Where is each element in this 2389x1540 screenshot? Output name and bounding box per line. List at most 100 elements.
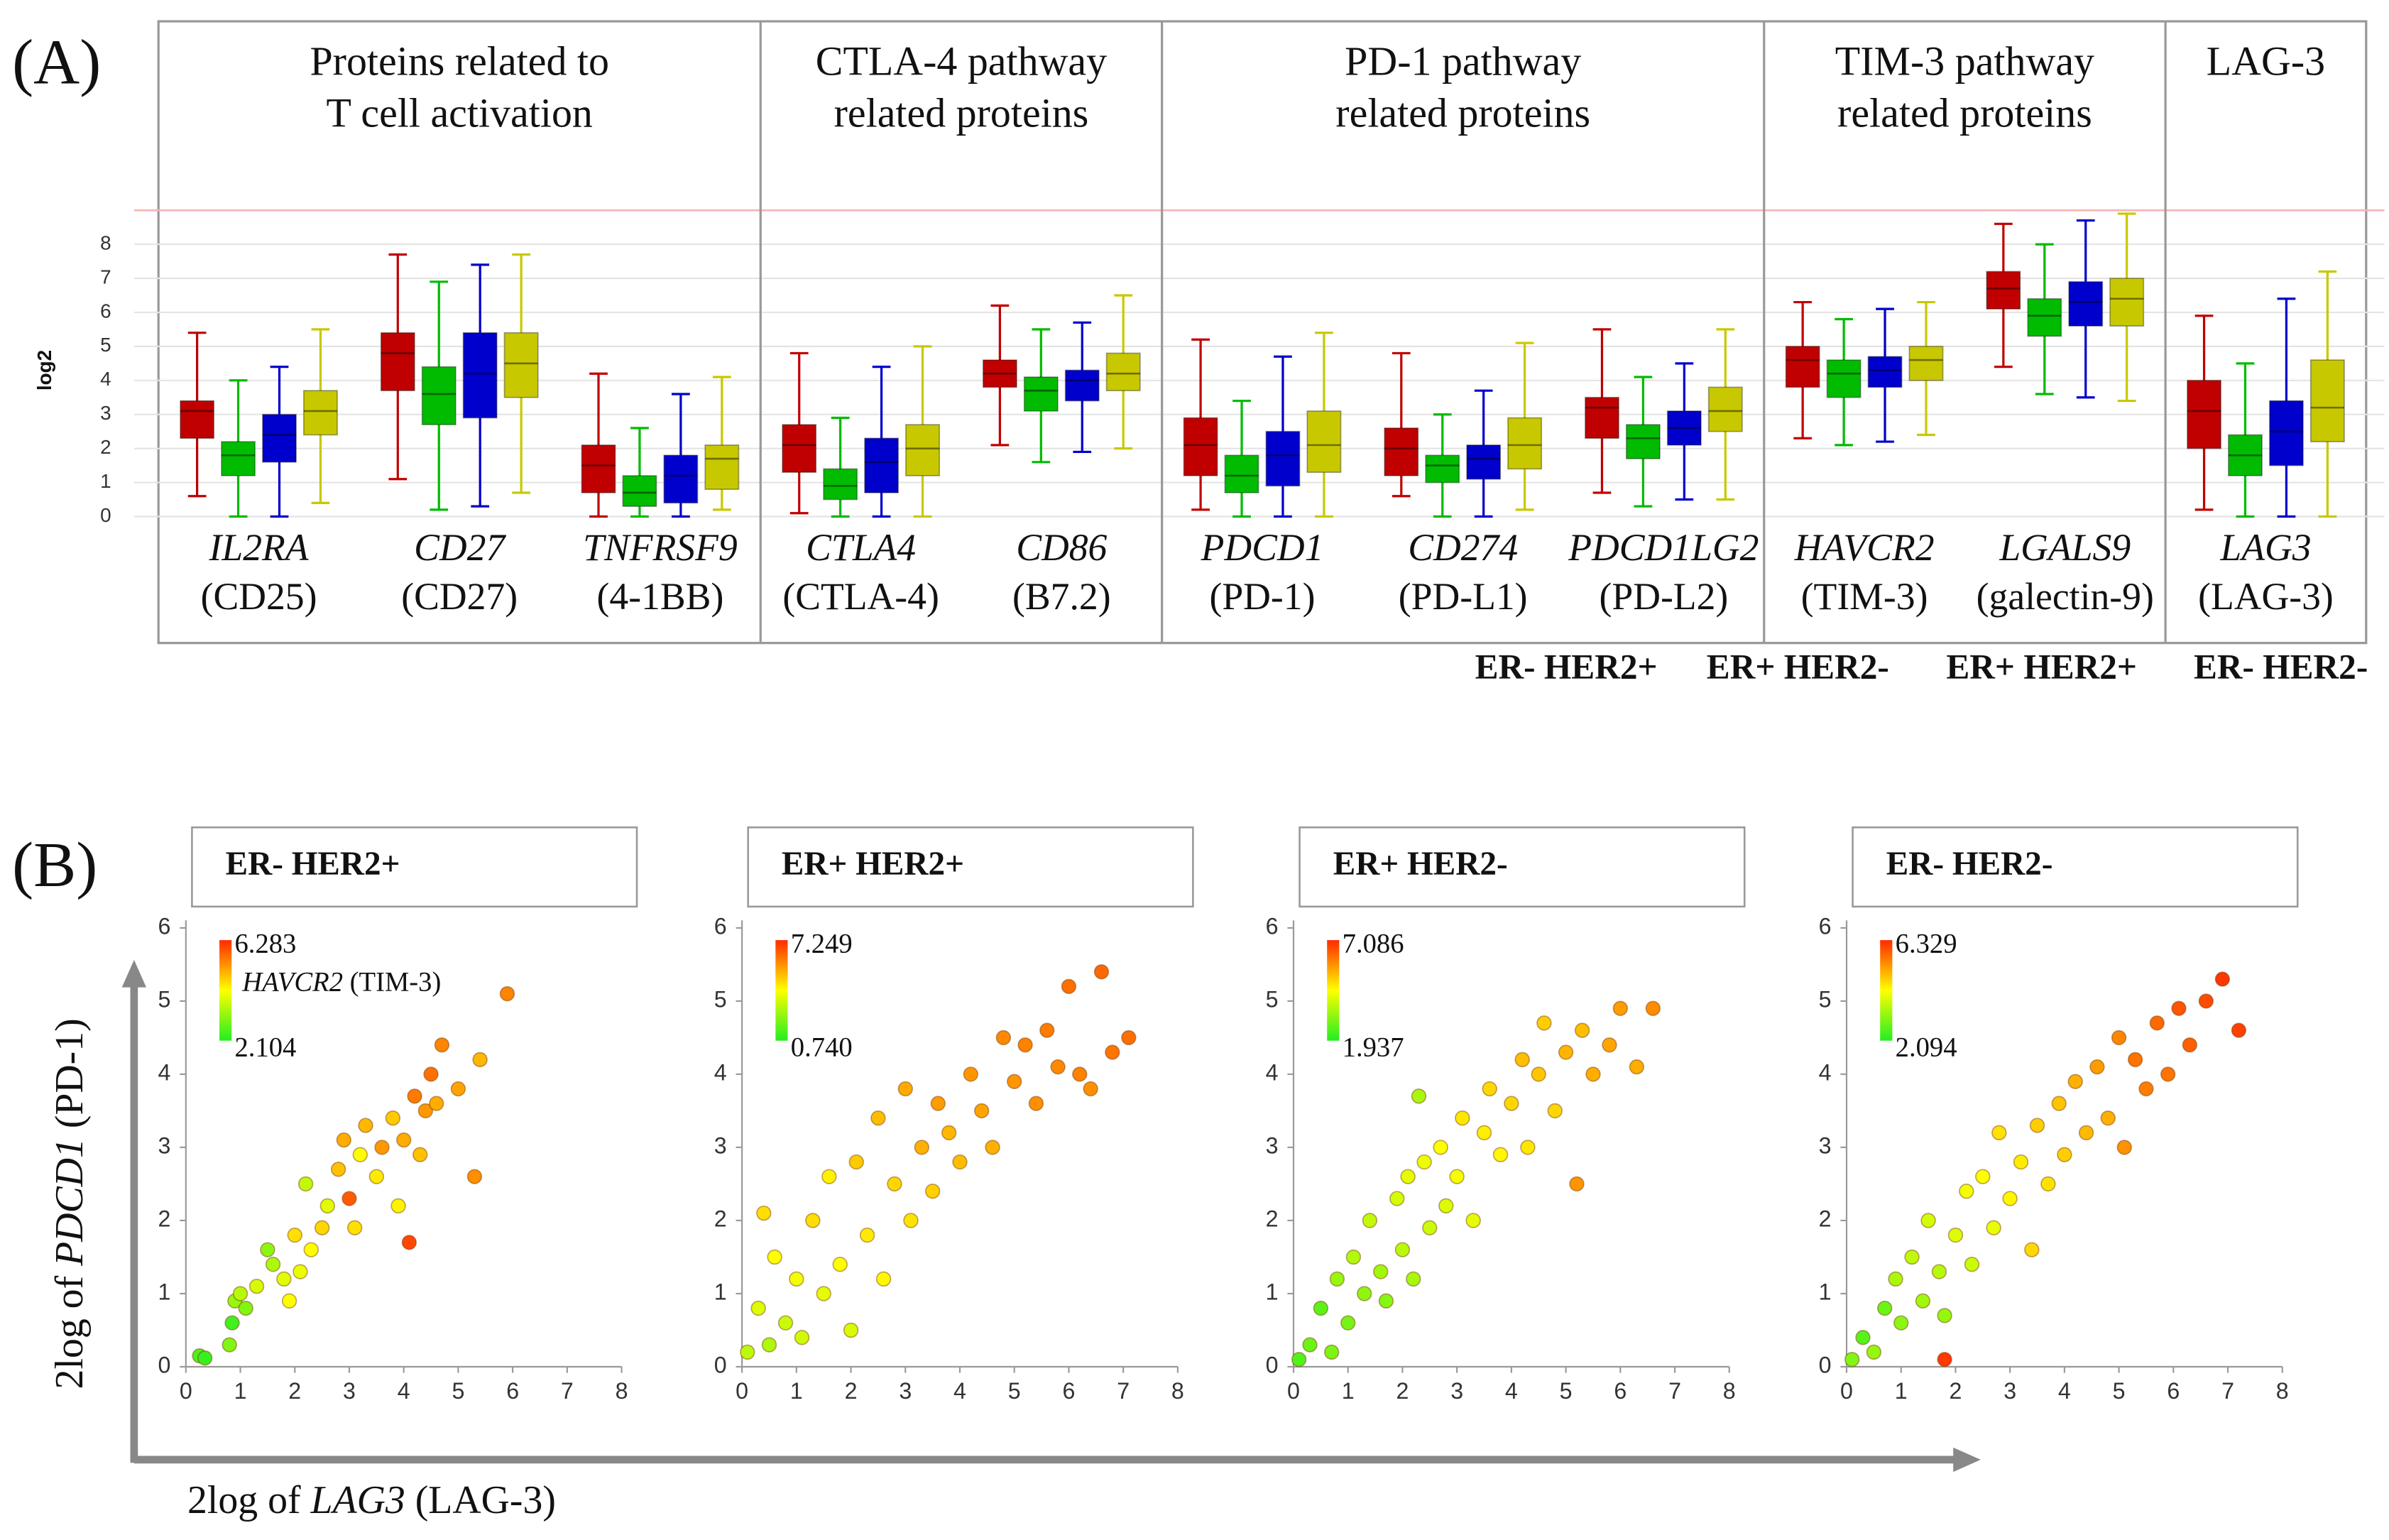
point (1947, 1227, 1964, 1243)
colorbar-max: 7.086 (1343, 929, 1404, 959)
legend-entry: ER+ HER2- (1707, 648, 1889, 687)
point (1504, 1096, 1519, 1111)
point (1937, 1308, 1952, 1323)
x-tick-label: 4 (1505, 1378, 1518, 1404)
gene-label: LGALS9 (1999, 526, 2131, 569)
x-axis-label: 2log of LAG3 (LAG-3) (187, 1478, 556, 1522)
point (952, 1154, 968, 1170)
point (1991, 1125, 2007, 1141)
point (859, 1227, 875, 1243)
point (395, 1132, 412, 1148)
x-tick-label: 6 (2167, 1378, 2180, 1404)
x-tick-label: 2 (1396, 1378, 1409, 1404)
y-tick-label: 2 (158, 1206, 170, 1231)
protein-label: (B7.2) (1012, 575, 1111, 618)
protein-label: (galectin-9) (1977, 575, 2154, 618)
point (767, 1249, 782, 1265)
y-tick-label: 8 (100, 231, 111, 253)
x-tick-label: 1 (234, 1378, 247, 1404)
y-axis-label: log2 (33, 350, 55, 391)
x-tick-label: 4 (2058, 1378, 2071, 1404)
point (2100, 1110, 2116, 1126)
point (1449, 1169, 1465, 1184)
point (1482, 1081, 1497, 1097)
point (1329, 1271, 1345, 1287)
point (2067, 1074, 2083, 1089)
point (756, 1205, 772, 1221)
point (1602, 1037, 1617, 1053)
point (1291, 1351, 1307, 1367)
point (276, 1271, 292, 1287)
point (2116, 1140, 2133, 1155)
box (905, 424, 940, 476)
arrow-head (121, 960, 147, 988)
point (750, 1300, 766, 1316)
y-tick-label: 3 (1819, 1132, 1832, 1158)
point (1558, 1044, 1574, 1060)
group-title: T cell activation (327, 90, 593, 136)
colorbar-min: 0.740 (791, 1032, 853, 1062)
point (1569, 1176, 1585, 1192)
y-tick-label: 6 (158, 913, 170, 939)
box (1023, 376, 1059, 412)
y-axis-label: 2log of PDCD1 (PD-1) (48, 1018, 92, 1389)
point (434, 1037, 450, 1053)
y-tick-label: 5 (158, 986, 170, 1012)
point (941, 1125, 957, 1141)
box (1707, 386, 1743, 432)
box (1785, 346, 1820, 388)
point (260, 1242, 275, 1257)
point (1356, 1286, 1372, 1301)
gene-label: CD274 (1408, 526, 1518, 569)
point (401, 1235, 417, 1250)
box (2068, 280, 2104, 327)
point (2013, 1154, 2029, 1170)
point (303, 1242, 319, 1257)
box (864, 437, 900, 493)
point (341, 1191, 357, 1206)
gene-label: TNFRSF9 (583, 526, 738, 569)
x-tick-label: 4 (398, 1378, 410, 1404)
protein-label: (CTLA-4) (782, 575, 939, 618)
point (1028, 1096, 1044, 1111)
point (1050, 1059, 1066, 1075)
point (963, 1066, 979, 1082)
y-tick-label: 4 (1819, 1059, 1832, 1085)
point (1531, 1066, 1546, 1082)
point (224, 1315, 240, 1331)
box (1585, 396, 1619, 439)
x-tick-label: 7 (2221, 1378, 2234, 1404)
gene-label: CD86 (1016, 526, 1107, 569)
point (985, 1140, 1000, 1155)
box (1867, 356, 1903, 388)
x-tick-label: 4 (953, 1378, 966, 1404)
panel-title: ER+ HER2+ (782, 846, 964, 883)
point (281, 1293, 297, 1309)
y-tick-label: 7 (100, 266, 111, 288)
point (973, 1103, 990, 1119)
point (1007, 1074, 1022, 1089)
box (1183, 417, 1218, 476)
point (1039, 1022, 1055, 1038)
y-tick-label: 5 (1819, 986, 1832, 1012)
point (466, 1169, 483, 1184)
point (924, 1184, 941, 1199)
group-title: PD-1 pathway (1345, 38, 1581, 84)
title-box (191, 826, 638, 908)
protein-label: (4-1BB) (597, 575, 724, 618)
point (1083, 1081, 1098, 1097)
point (2231, 1022, 2247, 1038)
point (1514, 1052, 1530, 1068)
protein-label: (PD-1) (1210, 575, 1316, 618)
box (581, 444, 616, 493)
point (2057, 1147, 2072, 1162)
point (1844, 1351, 1860, 1367)
colorbar (775, 940, 788, 1041)
y-tick-label: 5 (714, 986, 727, 1012)
box (1384, 427, 1419, 476)
box (302, 390, 338, 436)
point (1389, 1191, 1405, 1206)
point (1915, 1293, 1931, 1309)
y-tick-label: 4 (158, 1059, 170, 1085)
x-tick-label: 7 (1117, 1378, 1130, 1404)
